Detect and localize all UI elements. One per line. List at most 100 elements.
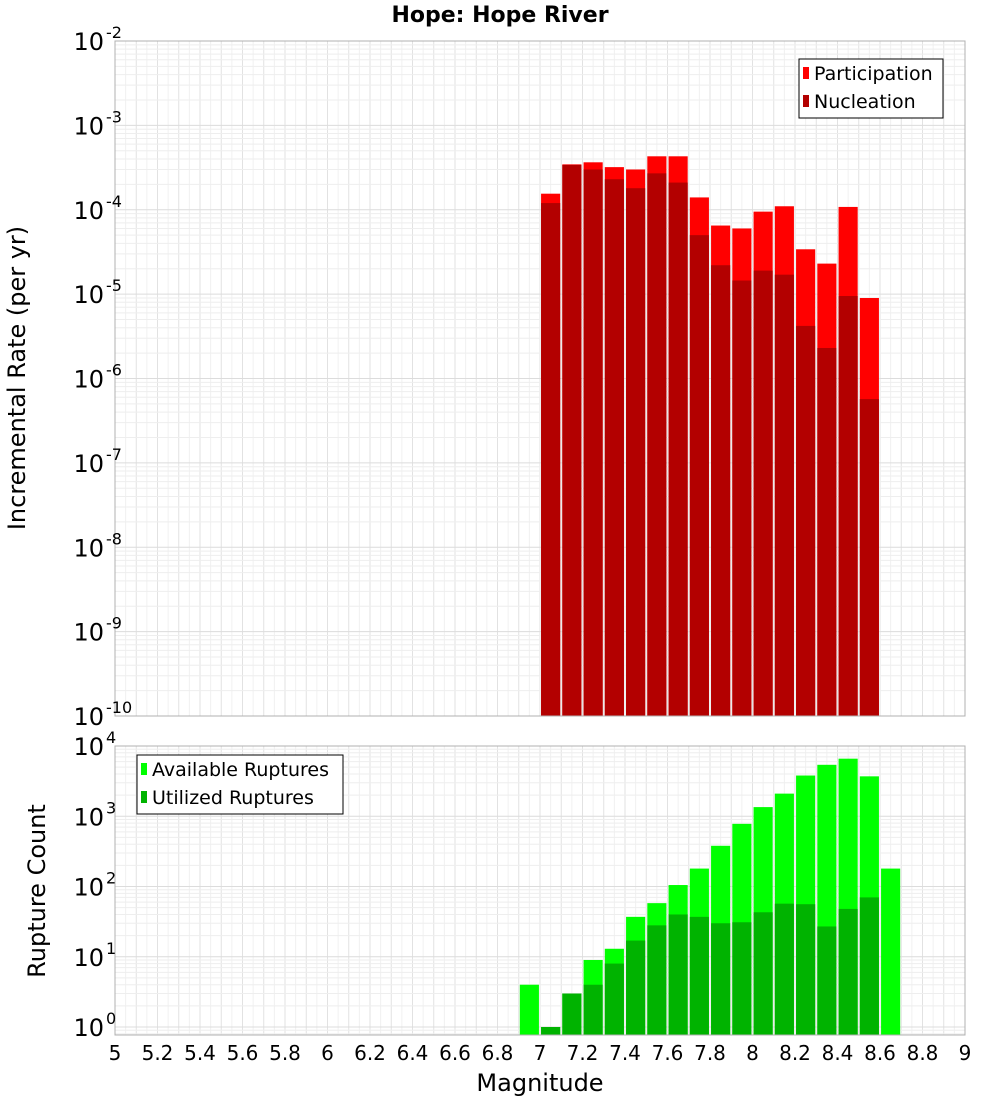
bar [711,265,731,716]
y-tick-base: 10 [73,450,104,478]
bar [562,993,582,1035]
legend-box [798,58,944,119]
legend-item: Participation [803,63,933,85]
y-tick-label: 10 -7 [73,445,122,478]
series-utilized-ruptures [541,897,879,1035]
y-tick-exponent: -5 [106,276,122,295]
bar [562,164,582,716]
plot-frame [114,40,966,717]
y-tick-exponent: -3 [106,107,122,126]
y-tick-exponent: 0 [106,1009,116,1028]
y-tick-exponent: -4 [106,192,122,211]
x-tick-label: 5.6 [227,1041,259,1065]
bar [604,963,624,1035]
bars [519,758,901,1035]
y-tick-base: 10 [73,366,104,394]
y-tick-exponent: -9 [106,614,122,633]
y-tick-exponent: 1 [106,939,116,958]
y-tick-label: 10 -4 [73,192,122,225]
bar [817,926,837,1035]
y-tick-exponent: -10 [106,698,132,717]
y-tick-base: 10 [73,281,104,309]
bar [732,922,752,1035]
y-tick-label: 10 -6 [73,361,122,394]
legend-item: Available Ruptures [141,759,329,781]
bar [668,914,688,1035]
y-tick-base: 10 [73,534,104,562]
bottom-panel: 10 010 110 210 310 45 5.2 5.4 5.6 5.8 6 6.2 6.4 6.6 6.… [73,728,971,1065]
bar [689,916,709,1035]
bar [626,188,646,717]
y-tick-label: 10 4 [73,728,116,761]
bar [774,903,794,1035]
bar [817,347,837,716]
y-gridlines [115,40,965,717]
x-tick-label: 7.4 [609,1041,641,1065]
x-tick-label: 7.6 [652,1041,684,1065]
y-tick-label: 10 -2 [73,23,122,56]
bar [859,399,879,716]
x-tick-labels: 5 5.2 5.4 5.6 5.8 6 6.2 6.4 6.6 6.8 7 7.2 7.4 7.6 7.8 8… [109,1041,972,1065]
bar [583,984,603,1035]
legend-item: Nucleation [803,91,916,113]
legend-label: Available Ruptures [152,759,329,781]
legend-item: Utilized Ruptures [141,787,314,809]
x-tick-label: 6 [321,1041,334,1065]
y-tick-exponent: 2 [106,869,116,888]
y-tick-exponent: 3 [106,798,116,817]
bar [859,897,879,1035]
y-tick-label: 10 2 [73,869,116,902]
legend-label: Nucleation [814,91,916,113]
y-tick-label: 10 -10 [73,698,132,731]
legend-swatch [803,95,809,107]
x-tick-label: 7.2 [567,1041,599,1065]
y-tick-base: 10 [73,112,104,140]
y-tick-label: 10 -5 [73,276,122,309]
bar [541,1027,561,1035]
y-tick-base: 10 [73,1014,104,1042]
bar [583,169,603,716]
y-tick-base: 10 [73,733,104,761]
y-tick-base: 10 [73,874,104,902]
series-nucleation [541,164,879,717]
legend-label: Participation [814,63,933,85]
y-tick-exponent: 4 [106,728,116,747]
x-tick-label: 7 [534,1041,547,1065]
chart-title: Hope: Hope River [391,3,608,28]
y-tick-base: 10 [73,803,104,831]
y-tick-label: 10 -3 [73,107,122,140]
y-tick-base: 10 [73,944,104,972]
bar [668,182,688,716]
x-tick-label: 8 [746,1041,759,1065]
y-tick-label: 10 -8 [73,529,122,562]
bar [541,203,561,716]
x-tick-label: 5.4 [184,1041,216,1065]
x-tick-label: 8.8 [907,1041,939,1065]
bar [732,280,752,716]
legend-label: Utilized Ruptures [152,787,314,809]
bar [604,179,624,716]
x-tick-label: 6.8 [482,1041,514,1065]
bar [626,940,646,1035]
legend-bottom: Available Ruptures Utilized Ruptures [136,754,344,815]
legend-box [136,754,344,815]
y-tick-exponent: -6 [106,361,122,380]
x-tick-label: 6.6 [439,1041,471,1065]
plot-frame [114,745,966,1036]
y-tick-label: 10 -9 [73,614,122,647]
top-y-axis-label: Incremental Rate (per yr) [3,226,31,530]
bars [541,156,879,717]
bar [838,908,858,1035]
bar [647,173,667,716]
legend-swatch [141,763,147,775]
x-tick-label: 5.2 [142,1041,174,1065]
bar [774,274,794,716]
y-tick-label: 10 3 [73,798,116,831]
bar [753,270,773,716]
y-tick-label: 10 1 [73,939,116,972]
